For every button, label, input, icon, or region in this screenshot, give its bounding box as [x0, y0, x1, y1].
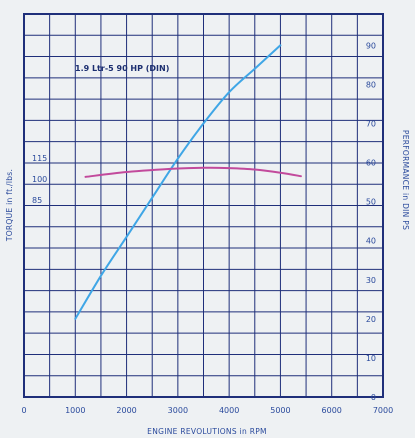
y-right-tick-label: 30	[366, 276, 376, 285]
y-right-tick-label: 80	[366, 80, 376, 89]
plot-frame	[23, 13, 384, 398]
tick-labels: 0 1000 2000 3000 4000 5000 6000 7000 0 10 20 30 40 50…	[21, 41, 393, 415]
x-axis-title: ENGINE REVOLUTIONS in RPM	[147, 427, 267, 436]
x-tick-label: 3000	[168, 406, 188, 415]
y-axis-left-title: TORQUE in ft./lbs.	[5, 169, 14, 242]
y-right-tick-label: 70	[366, 119, 376, 128]
x-tick-label: 1000	[65, 406, 85, 415]
y-right-tick-label: 0	[371, 393, 376, 402]
y-right-tick-label: 20	[366, 315, 376, 324]
performance-curve	[74, 44, 282, 320]
y-right-tick-label: 50	[366, 198, 376, 207]
x-tick-label: 0	[21, 406, 26, 415]
x-tick-label: 7000	[373, 406, 393, 415]
grid-lines	[24, 14, 383, 397]
y-right-tick-label: 90	[366, 41, 376, 50]
x-tick-label: 6000	[322, 406, 342, 415]
series-layer	[74, 44, 302, 320]
y-right-tick-label: 60	[366, 159, 376, 168]
y-left-tick-label: 100	[32, 175, 47, 184]
x-tick-label: 4000	[219, 406, 239, 415]
y-right-tick-label: 10	[366, 354, 376, 363]
y-right-tick-label: 40	[366, 237, 376, 246]
y-left-tick-label: 115	[32, 154, 47, 163]
engine-annotation: 1.9 Ltr-5 90 HP (DIN)	[75, 64, 169, 73]
x-tick-label: 2000	[116, 406, 136, 415]
y-left-tick-label: 85	[32, 196, 42, 205]
x-tick-label: 5000	[270, 406, 290, 415]
torque-curve	[84, 166, 302, 178]
y-axis-right-title: PERFORMANCE in DIN PS	[401, 130, 410, 230]
